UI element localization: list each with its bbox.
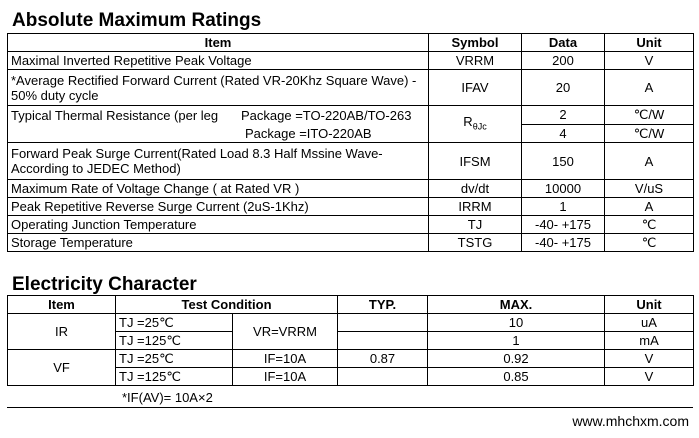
unit-cell: ℃ xyxy=(604,233,694,252)
symbol-cell: TSTG xyxy=(428,233,522,252)
symbol-subscript: θJc xyxy=(472,121,487,132)
condition-cell: IF=10A xyxy=(232,349,338,368)
row: Typical Thermal Resistance (per leg Pack… xyxy=(7,105,694,143)
header-cell: Symbol xyxy=(428,33,522,52)
header-row: Item Symbol Data Unit xyxy=(7,33,694,52)
header-cell: Data xyxy=(521,33,605,52)
header-cell: Unit xyxy=(604,33,694,52)
symbol-cell: TJ xyxy=(428,215,522,234)
row: IR TJ =25℃ VR=VRRM 10 uA xyxy=(7,313,694,350)
section-title: Electricity Character xyxy=(12,274,197,295)
symbol-cell: RθJc xyxy=(428,105,522,143)
item-cell: Storage Temperature xyxy=(7,233,429,252)
max-cell: 1 xyxy=(427,331,605,350)
data-cell: 10000 xyxy=(521,179,605,198)
item-cell: Maximum Rate of Voltage Change ( at Rate… xyxy=(7,179,429,198)
item-cell: Peak Repetitive Reverse Surge Current (2… xyxy=(7,197,429,216)
unit-cell: A xyxy=(604,142,694,180)
item-text: Typical Thermal Resistance (per leg xyxy=(11,108,219,123)
header-row: Item Test Condition TYP. MAX. Unit xyxy=(7,295,694,314)
condition-cell: TJ =25℃ xyxy=(115,349,233,368)
unit-cell: V xyxy=(604,349,694,368)
item-cell: Maximal Inverted Repetitive Peak Voltage xyxy=(7,51,429,70)
typ-cell xyxy=(337,367,428,386)
condition-cell: TJ =125℃ xyxy=(115,331,233,350)
item-cell: IR xyxy=(7,313,116,350)
symbol-cell: IRRM xyxy=(428,197,522,216)
max-cell: 10 xyxy=(427,313,605,332)
symbol-text: R xyxy=(463,113,473,129)
max-cell: 0.85 xyxy=(427,367,605,386)
condition-cell: TJ =25℃ xyxy=(115,313,233,332)
unit-cell: mA xyxy=(604,331,694,350)
electricity-table: Item Test Condition TYP. MAX. Unit IR TJ… xyxy=(7,295,694,386)
typ-cell xyxy=(337,331,428,350)
condition-cell: IF=10A xyxy=(232,367,338,386)
row: Maximum Rate of Voltage Change ( at Rate… xyxy=(7,179,694,198)
row: Peak Repetitive Reverse Surge Current (2… xyxy=(7,197,694,216)
data-cell: -40- +175 xyxy=(521,215,605,234)
symbol-cell: IFSM xyxy=(428,142,522,180)
row: VF TJ =25℃ IF=10A 0.87 0.92 V xyxy=(7,349,694,386)
data-cell: 1 xyxy=(521,197,605,216)
header-cell: Item xyxy=(7,33,429,52)
row: 4 ℃/W xyxy=(8,123,694,143)
item-cell: *Average Rectified Forward Current (Rate… xyxy=(7,69,429,106)
symbol-cell: dv/dt xyxy=(428,179,522,198)
row: TJ =125℃ IF=10A 0.85 V xyxy=(8,367,694,386)
row: Storage Temperature TSTG -40- +175 ℃ xyxy=(7,233,694,252)
unit-cell: V xyxy=(604,51,694,70)
data-cell: 4 xyxy=(521,123,605,143)
unit-cell: A xyxy=(604,197,694,216)
symbol-cell: IFAV xyxy=(428,69,522,106)
package-text: Package =ITO-220AB xyxy=(245,126,372,141)
section-title: Absolute Maximum Ratings xyxy=(12,10,262,31)
symbol-cell: VRRM xyxy=(428,51,522,70)
data-cell: -40- +175 xyxy=(521,233,605,252)
row: *Average Rectified Forward Current (Rate… xyxy=(7,69,694,106)
item-cell: VF xyxy=(7,349,116,386)
typ-cell xyxy=(337,313,428,332)
data-cell: 150 xyxy=(521,142,605,180)
row: Forward Peak Surge Current(Rated Load 8.… xyxy=(7,142,694,180)
item-cell: Operating Junction Temperature xyxy=(7,215,429,234)
max-cell: 0.92 xyxy=(427,349,605,368)
unit-cell: V xyxy=(604,367,694,386)
condition-cell: VR=VRRM xyxy=(232,313,338,350)
divider xyxy=(7,407,693,408)
footer-url: www.mhchxm.com xyxy=(572,413,689,429)
header-cell: MAX. xyxy=(427,295,605,314)
header-cell: Unit xyxy=(604,295,694,314)
row: Operating Junction Temperature TJ -40- +… xyxy=(7,215,694,234)
header-cell: Test Condition xyxy=(115,295,338,314)
unit-cell: ℃ xyxy=(604,215,694,234)
ratings-table: Item Symbol Data Unit Maximal Inverted R… xyxy=(7,33,694,252)
header-cell: TYP. xyxy=(337,295,428,314)
item-cell: Typical Thermal Resistance (per leg Pack… xyxy=(7,105,429,143)
condition-cell: TJ =125℃ xyxy=(115,367,233,386)
unit-cell: ℃/W xyxy=(604,123,694,143)
unit-cell: V/uS xyxy=(604,179,694,198)
unit-cell: uA xyxy=(604,313,694,332)
unit-cell: A xyxy=(604,69,694,106)
data-cell: 2 xyxy=(521,105,605,125)
package-text: Package =TO-220AB/TO-263 xyxy=(241,108,412,123)
data-cell: 200 xyxy=(521,51,605,70)
data-cell: 20 xyxy=(521,69,605,106)
typ-cell: 0.87 xyxy=(337,349,428,368)
item-cell: Forward Peak Surge Current(Rated Load 8.… xyxy=(7,142,429,180)
footnote: *IF(AV)= 10A×2 xyxy=(122,390,213,405)
unit-cell: ℃/W xyxy=(604,105,694,125)
header-cell: Item xyxy=(7,295,116,314)
row: Maximal Inverted Repetitive Peak Voltage… xyxy=(7,51,694,70)
